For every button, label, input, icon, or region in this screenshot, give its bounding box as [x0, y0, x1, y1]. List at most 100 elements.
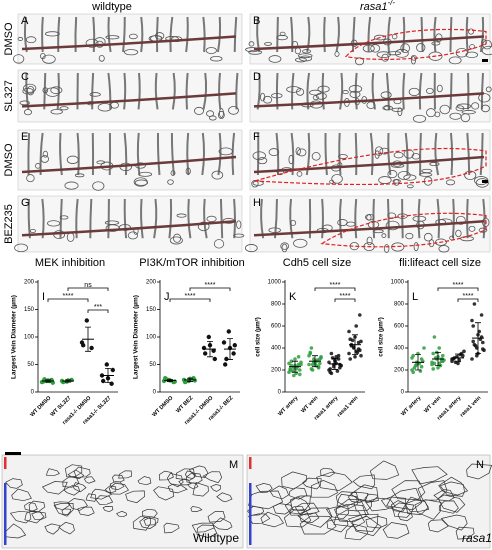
vessel [402, 72, 406, 110]
vessel [187, 198, 192, 239]
cell-outline [108, 482, 130, 495]
data-point [470, 357, 474, 361]
cell [469, 44, 476, 50]
cell-outline [347, 513, 379, 532]
vein [21, 155, 237, 174]
cell [286, 86, 301, 93]
y-tick-label: 150 [24, 307, 35, 313]
vessel [436, 198, 441, 239]
data-point [223, 362, 228, 367]
cell-outline [281, 471, 307, 490]
data-point [458, 352, 463, 357]
vessel [233, 198, 236, 239]
vessel [291, 72, 295, 110]
vessel [107, 72, 112, 110]
cell [431, 41, 441, 46]
superscript: -/- [388, 0, 396, 7]
cell [74, 173, 85, 178]
data-point [183, 379, 188, 385]
cell-outline [73, 466, 91, 478]
cell [478, 93, 491, 103]
data-point [298, 372, 302, 377]
cell [481, 104, 490, 113]
error-bar [227, 338, 233, 360]
data-point [192, 378, 197, 383]
y-tick-label: 600 [271, 324, 282, 330]
cell-outline [310, 480, 339, 498]
cell-outline [109, 481, 125, 490]
cell-outline [351, 515, 382, 537]
vessel [170, 132, 175, 176]
data-point [296, 355, 301, 359]
y-tick-label: 800 [394, 302, 405, 308]
data-point [411, 353, 416, 358]
vessel [56, 72, 60, 110]
cell [127, 231, 138, 240]
cell [47, 220, 61, 227]
data-point [224, 356, 229, 362]
vessel [74, 16, 78, 53]
cell [167, 179, 174, 185]
data-point [211, 348, 216, 353]
cell [406, 184, 414, 189]
vessel [76, 132, 80, 176]
y-tick-label: 200 [24, 280, 35, 286]
vessel [123, 72, 127, 110]
vessel [290, 132, 295, 176]
vessel [231, 132, 236, 176]
data-point [430, 360, 434, 365]
data-point [354, 324, 359, 328]
cell [381, 53, 389, 62]
cell-outline [116, 510, 128, 518]
data-point [359, 353, 363, 358]
data-point [299, 362, 303, 367]
x-tick-label: WT BEZ [175, 395, 195, 415]
y-tick-label: 150 [146, 307, 157, 313]
cell [92, 181, 105, 191]
vessel [367, 16, 372, 53]
cell-outline [411, 466, 448, 485]
cell [478, 227, 488, 233]
cell [134, 179, 149, 186]
cell-outline [142, 508, 158, 518]
cell [385, 220, 400, 231]
vessel [354, 198, 358, 239]
data-point [292, 373, 296, 378]
cell-outline [58, 521, 75, 535]
cell [197, 221, 210, 232]
vein [253, 35, 485, 51]
cell-outline [202, 471, 223, 484]
x-tick-label: rasa1 vein [336, 395, 360, 419]
cell-outline [352, 474, 376, 490]
vessel [434, 132, 440, 176]
cell [345, 221, 356, 227]
cell-outline [283, 509, 312, 528]
data-point [298, 368, 302, 372]
cell [403, 149, 415, 159]
cell [294, 57, 307, 63]
cell [391, 107, 404, 112]
cell [373, 229, 384, 234]
data-point [431, 351, 436, 356]
significance-bracket [437, 287, 479, 291]
panel-letter: A [21, 15, 29, 27]
vessel [420, 16, 424, 53]
vessel [451, 198, 455, 239]
cell [455, 215, 466, 225]
cell [42, 54, 56, 64]
vessel [218, 72, 222, 110]
vessel [466, 132, 471, 176]
data-point [359, 339, 363, 344]
vessel [154, 72, 159, 110]
vein [253, 219, 485, 237]
vessel [449, 72, 453, 110]
vessel [41, 16, 44, 53]
error-bar [105, 367, 111, 384]
chart-title: PI3K/mTOR inhibition [139, 257, 245, 269]
data-point [42, 377, 47, 382]
vessel [203, 198, 208, 239]
scale-bar [482, 180, 488, 183]
cell-outline [72, 482, 87, 493]
cell [387, 170, 398, 179]
significance-bracket [189, 287, 231, 291]
